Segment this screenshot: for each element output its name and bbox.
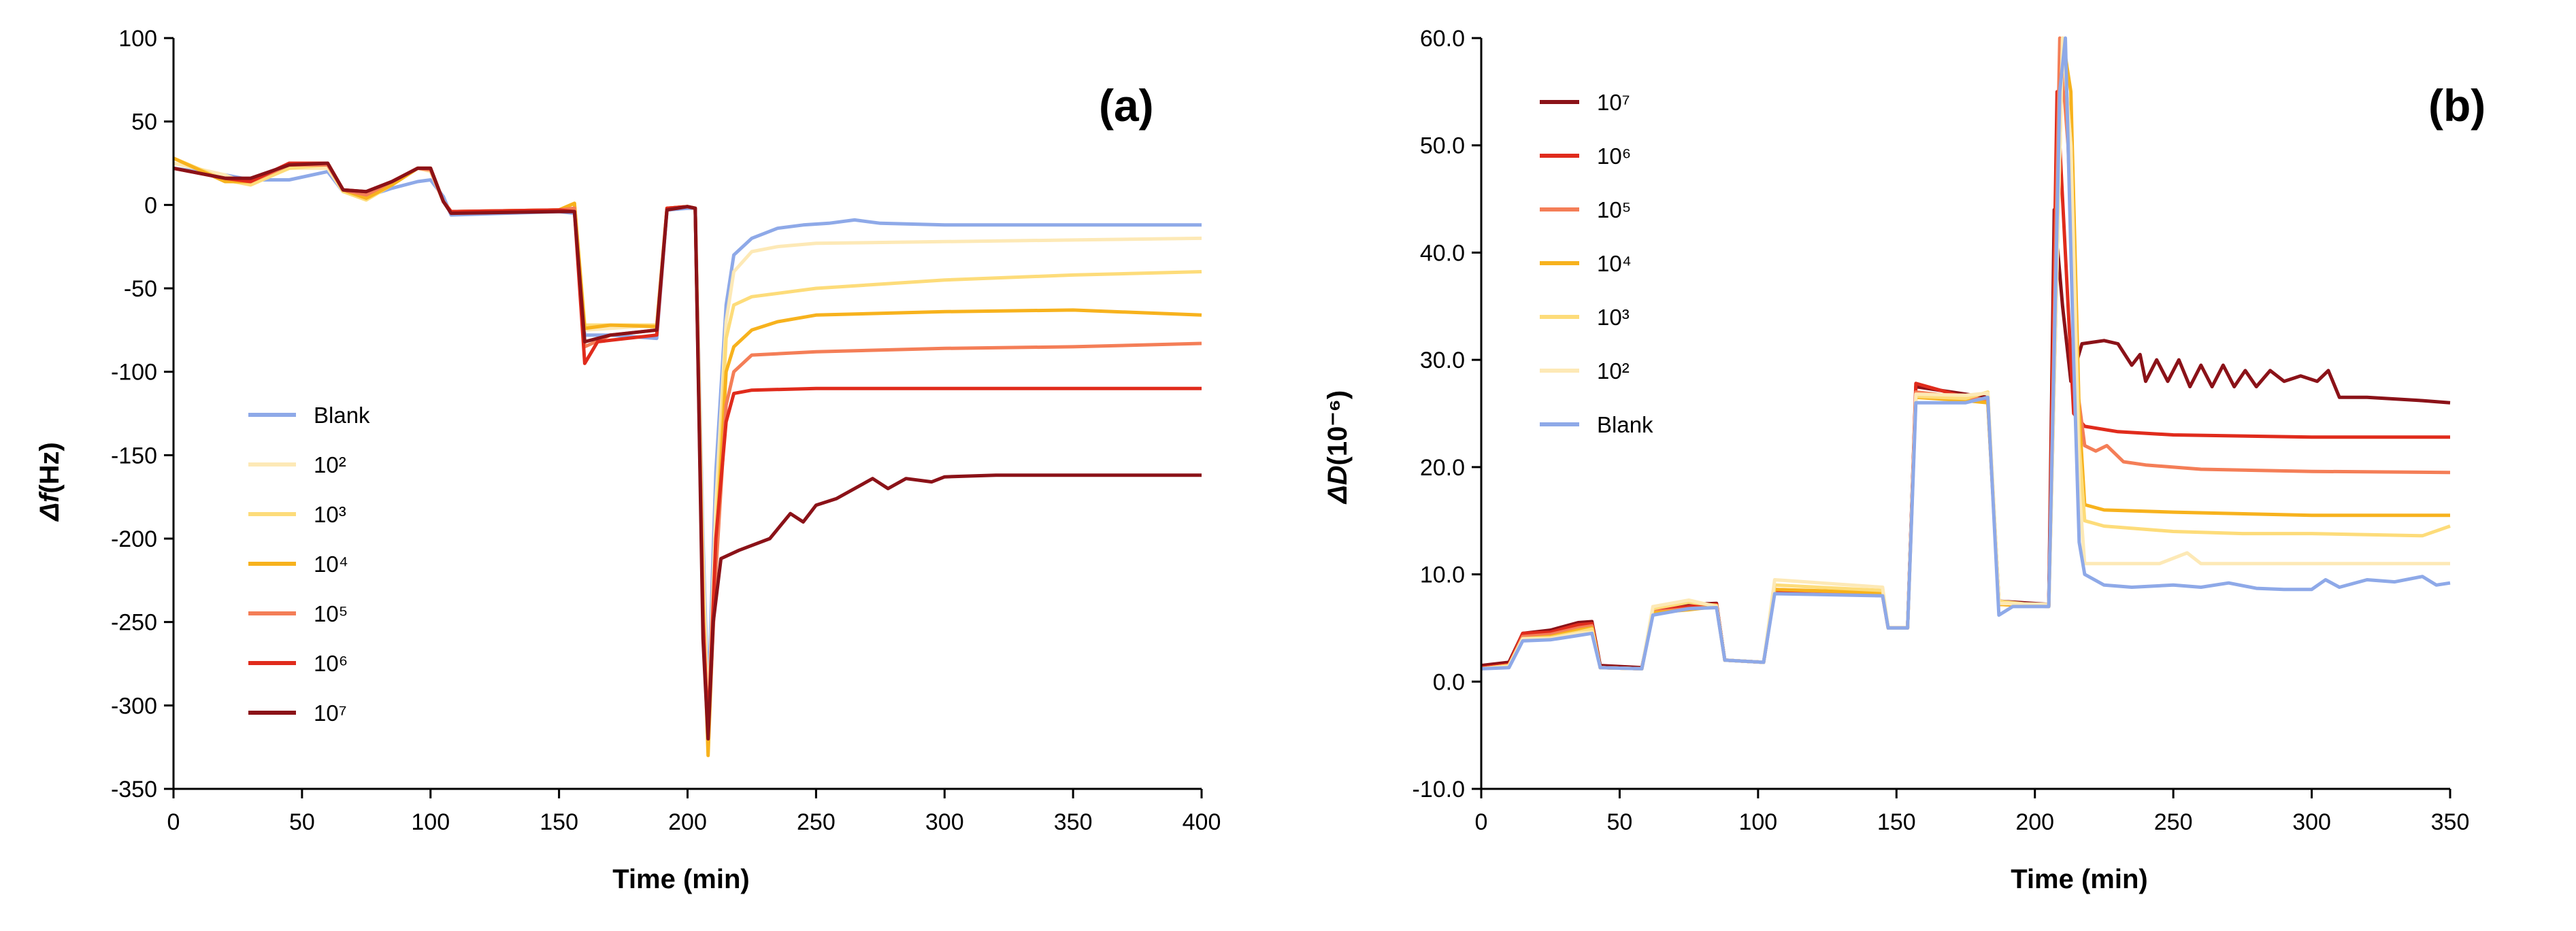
x-tick-label: 350 [2431, 809, 2470, 835]
legend-label: 10⁵ [1597, 197, 1631, 222]
x-tick-label: 200 [2015, 809, 2054, 835]
y-tick-label: -50 [124, 276, 157, 302]
legend-label: 10⁵ [314, 601, 348, 626]
y-tick-label: -10.0 [1413, 777, 1466, 802]
x-axis-label: Time (min) [2011, 864, 2148, 894]
chart-panel-b: 60.0 50.0 40.0 30.0 20.0 10.0 0.0 -10.0 0 50 100 15… [1288, 0, 2576, 928]
legend-label: 10⁶ [1597, 143, 1631, 169]
y-tick-label: -200 [111, 526, 157, 552]
y-axis-label-unit: (Hz) [35, 442, 65, 494]
y-tick-label: 30.0 [1420, 348, 1465, 373]
series-line-6 [1481, 36, 2451, 671]
legend-label: 10³ [314, 502, 346, 527]
chart-b-axes-layer: 60.0 50.0 40.0 30.0 20.0 10.0 0.0 -10.0 0 50 100 15… [1413, 26, 2470, 835]
legend-label: 10⁴ [314, 552, 348, 577]
series-line-6 [173, 161, 1202, 741]
x-tick-label: 400 [1183, 809, 1221, 835]
y-tick-label: 0 [144, 192, 157, 218]
legend-label: 10² [314, 452, 346, 477]
y-tick-label: -250 [111, 610, 157, 636]
legend-label: 10⁶ [314, 651, 348, 676]
x-tick-label: 150 [540, 809, 578, 835]
x-tick-label: 50 [1607, 809, 1633, 835]
y-tick-label: 10.0 [1420, 562, 1465, 588]
legend-label: 10² [1597, 358, 1630, 384]
chart-panel-a: 100 50 0 -50 -100 -150 -200 -250 -300 -350 0 50 100 1… [0, 0, 1288, 928]
chart-b-legend: 10⁷ 10⁶ 10⁵ 10⁴ 10³ 10² Blank [1540, 90, 1653, 437]
x-tick-label: 250 [797, 809, 836, 835]
y-axis-label: ΔD(10⁻⁶) [1323, 390, 1353, 505]
series-line-5 [173, 161, 1202, 732]
chart-a-canvas: 100 50 0 -50 -100 -150 -200 -250 -300 -350 0 50 100 1… [35, 26, 1221, 894]
chart-a-axes-layer: 100 50 0 -50 -100 -150 -200 -250 -300 -350 0 50 100 1… [111, 26, 1221, 835]
series-line-1 [173, 161, 1202, 724]
x-tick-label: 150 [1877, 809, 1916, 835]
y-axis-label-symbol: ΔD [1323, 465, 1353, 505]
y-axis-label: Δf(Hz) [35, 442, 65, 522]
chart-a-legend: Blank 10² 10³ 10⁴ 10⁵ 10⁶ 10⁷ [248, 403, 370, 726]
x-tick-label: 0 [167, 809, 180, 835]
chart-b-series-layer [1481, 36, 2451, 671]
legend-label: 10³ [1597, 305, 1630, 330]
y-tick-label: 60.0 [1420, 26, 1465, 52]
y-tick-label: 50 [131, 109, 157, 135]
panel-label: (a) [1099, 80, 1154, 131]
x-axis-label: Time (min) [612, 864, 750, 894]
y-tick-label: -300 [111, 693, 157, 719]
y-tick-label: -350 [111, 777, 157, 802]
x-tick-label: 100 [1738, 809, 1777, 835]
series-line-0 [1481, 207, 2451, 670]
series-line-4 [1481, 36, 2451, 671]
y-tick-label: -150 [111, 443, 157, 469]
x-tick-label: 100 [411, 809, 450, 835]
y-axis-label-symbol: Δf [35, 491, 65, 522]
x-tick-label: 0 [1475, 809, 1488, 835]
chart-a-series-layer [172, 156, 1202, 758]
series-line-5 [1481, 36, 2450, 671]
y-tick-label: 40.0 [1420, 240, 1465, 266]
series-line-2 [1481, 36, 2451, 671]
y-tick-label: 100 [118, 26, 157, 52]
legend-label: 10⁷ [1597, 90, 1630, 115]
y-tick-label: 20.0 [1420, 455, 1465, 481]
x-tick-label: 300 [2292, 809, 2331, 835]
x-tick-label: 350 [1054, 809, 1093, 835]
y-tick-label: 0.0 [1433, 669, 1465, 695]
legend-label: Blank [1597, 412, 1653, 437]
x-tick-label: 50 [289, 809, 315, 835]
x-tick-label: 300 [925, 809, 964, 835]
panel-label: (b) [2428, 80, 2486, 131]
legend-label: 10⁷ [314, 700, 347, 726]
series-line-3 [1481, 36, 2450, 671]
y-axis-label-unit: (10⁻⁶) [1323, 390, 1353, 466]
legend-label: Blank [314, 403, 370, 428]
x-tick-label: 200 [668, 809, 707, 835]
y-tick-label: 50.0 [1420, 133, 1465, 159]
legend-label: 10⁴ [1597, 251, 1632, 276]
chart-b-canvas: 60.0 50.0 40.0 30.0 20.0 10.0 0.0 -10.0 0 50 100 15… [1323, 26, 2486, 894]
x-tick-label: 250 [2154, 809, 2193, 835]
y-tick-label: -100 [111, 360, 157, 386]
